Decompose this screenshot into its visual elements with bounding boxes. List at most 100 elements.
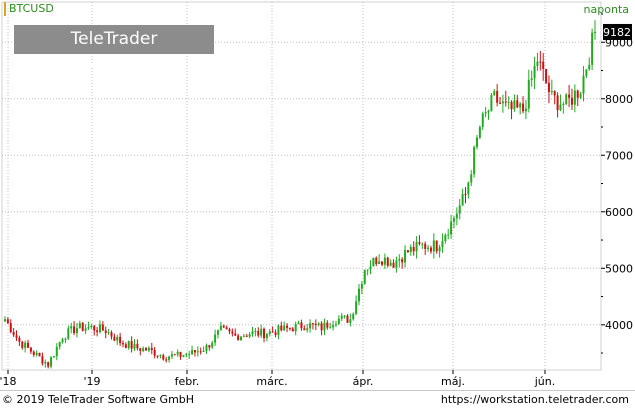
candle-body [573, 90, 576, 105]
candle-body [306, 328, 309, 331]
candle-body [507, 101, 510, 103]
candle-body [340, 315, 343, 319]
candle-body [536, 61, 539, 67]
candle-body [570, 97, 573, 105]
candle-body [176, 351, 179, 355]
candle-body [104, 330, 107, 334]
candle-body [349, 319, 352, 323]
period-label[interactable]: naponta [583, 3, 629, 16]
candle-body [553, 90, 556, 96]
candle-body [219, 325, 222, 331]
candle-body [294, 324, 297, 332]
candle-body [214, 334, 217, 343]
candle-body [346, 315, 349, 323]
teletrader-logo: TeleTrader WorkStation [14, 25, 214, 78]
candle-body [366, 269, 369, 271]
candle-body [329, 327, 332, 329]
candle-body [478, 127, 481, 138]
candle-body [539, 61, 542, 63]
candle-body [237, 335, 240, 341]
candle-body [216, 330, 219, 335]
candle-body [470, 174, 473, 183]
candle-body [401, 259, 404, 263]
candle-body [576, 90, 579, 98]
candle-body [191, 350, 194, 355]
candle-body [58, 341, 61, 347]
candle-body [225, 327, 228, 330]
candle-body [383, 257, 386, 265]
candle-body [303, 328, 306, 331]
candle-body [44, 362, 47, 364]
copyright-text: © 2019 TeleTrader Software GmbH [2, 393, 195, 406]
logo-brand: TeleTrader [70, 29, 158, 49]
candle-body [369, 266, 372, 270]
candle-body [326, 322, 329, 328]
candle-body [32, 351, 35, 355]
candle-body [594, 31, 596, 33]
candle-body [458, 205, 461, 214]
candle-body [153, 349, 156, 356]
candle-body [93, 325, 96, 331]
candle-body [562, 103, 565, 105]
candle-body [35, 352, 38, 355]
symbol-label[interactable]: BTCUSD [4, 2, 54, 16]
candle-body [6, 319, 9, 324]
candle-body [300, 322, 303, 329]
y-tick-label: 7000 [605, 149, 633, 162]
candle-body [162, 355, 165, 360]
x-tick-label: '19 [83, 375, 100, 388]
candle-body [251, 331, 254, 335]
candle-body [438, 247, 441, 252]
candle-body [228, 329, 231, 332]
candle-body [133, 343, 136, 349]
candle-body [545, 68, 548, 83]
candle-body [493, 90, 496, 96]
candle-body [464, 194, 467, 196]
candle-body [504, 101, 507, 103]
candle-body [286, 325, 289, 328]
candle-body [142, 348, 145, 351]
candle-body [47, 362, 50, 367]
candle-body [476, 137, 478, 148]
candle-body [75, 328, 78, 334]
candle-body [381, 261, 384, 265]
candle-body [234, 333, 237, 336]
candle-body [139, 348, 142, 351]
candle-body [421, 243, 424, 245]
candle-body [168, 356, 171, 360]
website-link[interactable]: https://workstation.teletrader.com [440, 393, 629, 406]
candle-body [254, 330, 257, 332]
candle-body [343, 315, 346, 317]
candle-body [487, 110, 490, 113]
candle-body [84, 328, 87, 331]
candle-body [185, 354, 188, 356]
candle-body [98, 324, 101, 333]
candle-body [265, 334, 268, 339]
candle-body [96, 330, 99, 333]
candle-body [242, 335, 245, 337]
candle-body [467, 182, 470, 195]
candle-body [107, 332, 110, 334]
candle-body [291, 328, 294, 332]
candle-body [280, 325, 283, 331]
candle-body [372, 257, 375, 267]
candle-body [136, 343, 139, 349]
candle-body [101, 324, 104, 331]
candle-body [588, 64, 591, 70]
candle-body [513, 100, 516, 110]
candle-body [147, 347, 150, 351]
candle-body [556, 95, 559, 111]
candle-body [527, 79, 530, 109]
y-tick-label: 5000 [605, 262, 633, 275]
candle-body [124, 344, 127, 348]
candle-body [150, 347, 153, 350]
candle-body [455, 213, 458, 219]
candle-body [409, 246, 412, 252]
candle-body [87, 327, 90, 329]
candle-body [81, 323, 84, 331]
candle-body [145, 348, 148, 351]
candle-body [199, 351, 202, 353]
candle-body [196, 351, 199, 353]
candle-body [231, 331, 234, 334]
